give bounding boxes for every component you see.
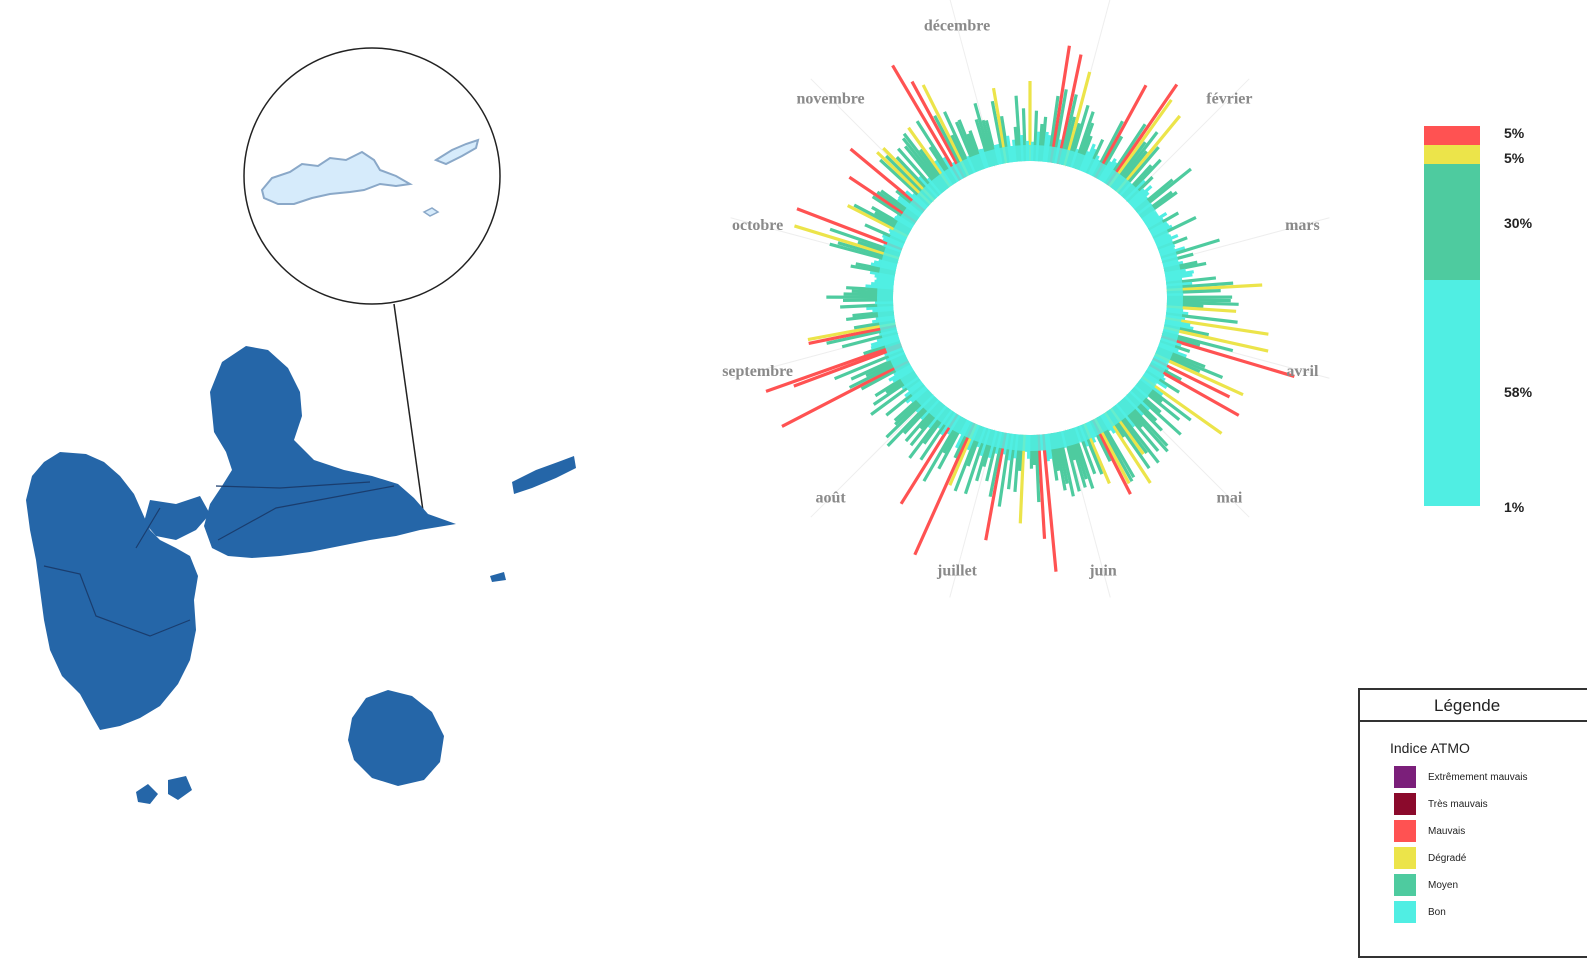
legend-swatch [1394, 901, 1416, 923]
legend-title: Légende [1360, 690, 1587, 722]
legend-label: Mauvais [1428, 826, 1465, 837]
stack-segment [1424, 145, 1480, 164]
legend-label: Extrêmement mauvais [1428, 772, 1527, 783]
legend-swatch [1394, 874, 1416, 896]
month-label-4: mai [1217, 489, 1243, 506]
legend-label: Très mauvais [1428, 799, 1488, 810]
legend-item: Dégradé [1394, 847, 1466, 869]
month-label-1: février [1206, 91, 1252, 108]
stack-percent-label: 5% [1504, 126, 1524, 140]
month-label-6: juillet [936, 562, 978, 579]
legend-box: Légende Indice ATMO Extrêmement mauvais T… [1358, 688, 1587, 958]
month-label-10: novembre [797, 91, 865, 108]
stack-segment [1424, 126, 1480, 145]
legend-subtitle: Indice ATMO [1390, 740, 1470, 756]
stack-percent-label: 58% [1504, 385, 1532, 399]
legend-swatch [1394, 820, 1416, 842]
stack-percent-label: 30% [1504, 216, 1532, 230]
stacked-share-bar: 5%5%30%58%1% [1418, 120, 1578, 510]
stack-segment [1424, 502, 1480, 506]
month-label-3: avril [1286, 363, 1319, 380]
month-label-2: mars [1285, 217, 1320, 234]
legend-item: Très mauvais [1394, 793, 1488, 815]
legend-item: Moyen [1394, 874, 1458, 896]
month-label-9: octobre [732, 217, 783, 234]
legend-label: Moyen [1428, 880, 1458, 891]
legend-swatch [1394, 766, 1416, 788]
stack-segment [1424, 164, 1480, 279]
month-label-8: septembre [722, 363, 793, 380]
month-label-11: décembre [924, 18, 990, 35]
stack-percent-label: 1% [1504, 500, 1524, 514]
legend-swatch [1394, 847, 1416, 869]
month-label-7: août [815, 489, 846, 506]
legend-item: Extrêmement mauvais [1394, 766, 1527, 788]
legend-item: Bon [1394, 901, 1446, 923]
legend-item: Mauvais [1394, 820, 1465, 842]
legend-swatch [1394, 793, 1416, 815]
month-label-5: juin [1088, 562, 1117, 579]
stack-percent-label: 5% [1504, 151, 1524, 165]
legend-label: Dégradé [1428, 853, 1466, 864]
chart-center [894, 162, 1166, 434]
legend-label: Bon [1428, 907, 1446, 918]
stack-segment [1424, 280, 1480, 503]
